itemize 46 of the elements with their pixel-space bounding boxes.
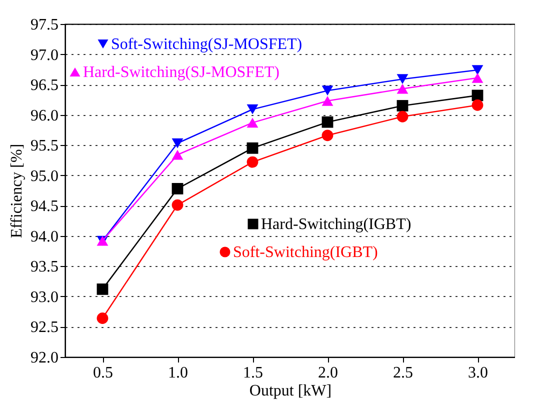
legend-label: Hard-Switching(SJ-MOSFET) [83,64,280,81]
point [172,182,184,194]
y-tick-label: 96.5 [30,77,58,94]
point [96,312,108,324]
point [246,118,258,128]
legend-label: Soft-Switching(SJ-MOSFET) [111,36,302,53]
legend-label: Hard-Switching(IGBT) [261,216,412,233]
y-tick-label: 94.0 [30,228,58,246]
x-tick-label: 0.5 [93,364,113,382]
x-tick-label: 3.0 [468,364,488,382]
point [396,84,408,94]
legend-label: Soft-Switching(IGBT) [233,244,378,261]
y-axis-title: Efficiency [%] [8,144,26,238]
point [322,130,334,142]
y-tick-label: 97.5 [30,16,58,34]
point [246,142,258,154]
point [396,74,408,84]
point [322,96,334,106]
y-tick-label: 95.5 [30,138,58,155]
point [472,65,484,75]
y-tick-label: 92.5 [30,319,58,336]
point [472,90,484,102]
point [246,104,258,114]
x-tick-label: 1.5 [243,364,263,382]
point [472,72,484,83]
y-tick-label: 93.0 [30,288,58,306]
point [172,150,184,160]
y-tick-label: 92.0 [30,350,58,366]
x-tick-label: 2.5 [393,364,413,382]
point [396,110,408,122]
point [472,99,484,111]
y-tick-label: 93.5 [30,258,58,276]
point [96,283,108,295]
y-tick-label: 95.0 [30,168,58,185]
x-axis-title: Output [kW] [249,382,332,400]
point [322,116,334,128]
point [172,138,184,148]
point [322,86,334,96]
point [172,199,184,211]
point [396,100,408,112]
y-tick-label: 94.5 [30,198,58,216]
point [246,156,258,168]
x-tick-label: 1.0 [168,364,188,382]
y-tick-label: 97.0 [30,46,58,64]
x-tick-label: 2.0 [318,364,338,382]
y-tick-label: 96.0 [30,107,58,124]
